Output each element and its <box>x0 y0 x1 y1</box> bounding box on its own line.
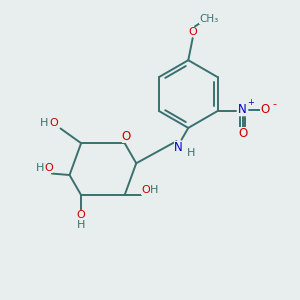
Text: H: H <box>187 148 195 158</box>
Text: N: N <box>238 103 247 116</box>
Text: O: O <box>122 130 131 143</box>
Text: O: O <box>45 163 53 173</box>
Text: O: O <box>188 27 197 37</box>
Text: -: - <box>272 99 276 109</box>
Text: H: H <box>77 220 85 230</box>
Text: O: O <box>141 185 150 195</box>
Text: O: O <box>77 210 85 220</box>
Text: H: H <box>36 163 44 173</box>
Text: H: H <box>150 185 158 195</box>
Text: N: N <box>174 141 182 154</box>
Text: O: O <box>238 127 247 140</box>
Text: H: H <box>40 118 49 128</box>
Text: CH₃: CH₃ <box>199 14 218 24</box>
Text: O: O <box>50 118 58 128</box>
Text: +: + <box>248 98 254 107</box>
Text: O: O <box>260 103 269 116</box>
